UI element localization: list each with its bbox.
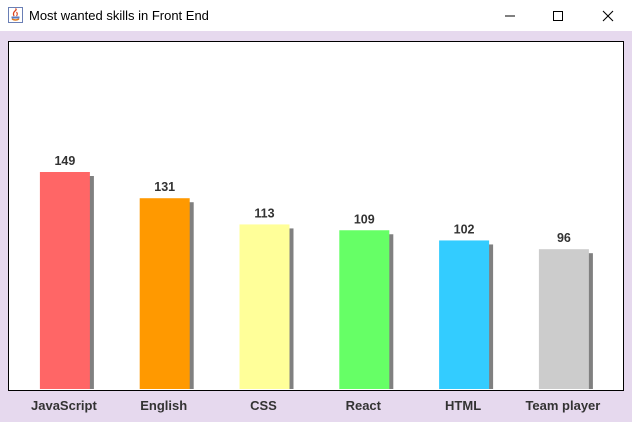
bar-value-label: 149	[54, 154, 75, 168]
category-label: HTML	[445, 398, 481, 413]
maximize-icon	[553, 10, 563, 21]
bar-javascript	[39, 172, 90, 389]
category-label: CSS	[250, 398, 277, 413]
bar-english	[139, 198, 190, 389]
java-app-icon[interactable]	[8, 7, 23, 23]
close-button[interactable]	[585, 0, 631, 31]
category-label: React	[346, 398, 382, 413]
category-label: English	[140, 398, 187, 413]
title-bar: Most wanted skills in Front End	[0, 0, 632, 31]
bar-react	[339, 230, 390, 389]
minimize-button[interactable]	[487, 0, 533, 31]
chart-plot-area	[8, 41, 624, 391]
bar-css	[239, 224, 290, 389]
bar-value-label: 109	[354, 212, 375, 226]
minimize-icon	[505, 15, 515, 16]
window-title: Most wanted skills in Front End	[29, 8, 209, 23]
bar-html	[439, 240, 490, 389]
category-label: JavaScript	[31, 398, 97, 413]
bar-value-label: 113	[254, 206, 274, 220]
close-icon	[602, 10, 614, 21]
bar-value-label: 96	[557, 231, 571, 245]
category-label: Team player	[525, 398, 600, 413]
maximize-button[interactable]	[535, 0, 581, 31]
bar-value-label: 131	[154, 180, 175, 194]
bar-team-player	[538, 249, 589, 389]
bar-value-label: 102	[454, 222, 475, 236]
